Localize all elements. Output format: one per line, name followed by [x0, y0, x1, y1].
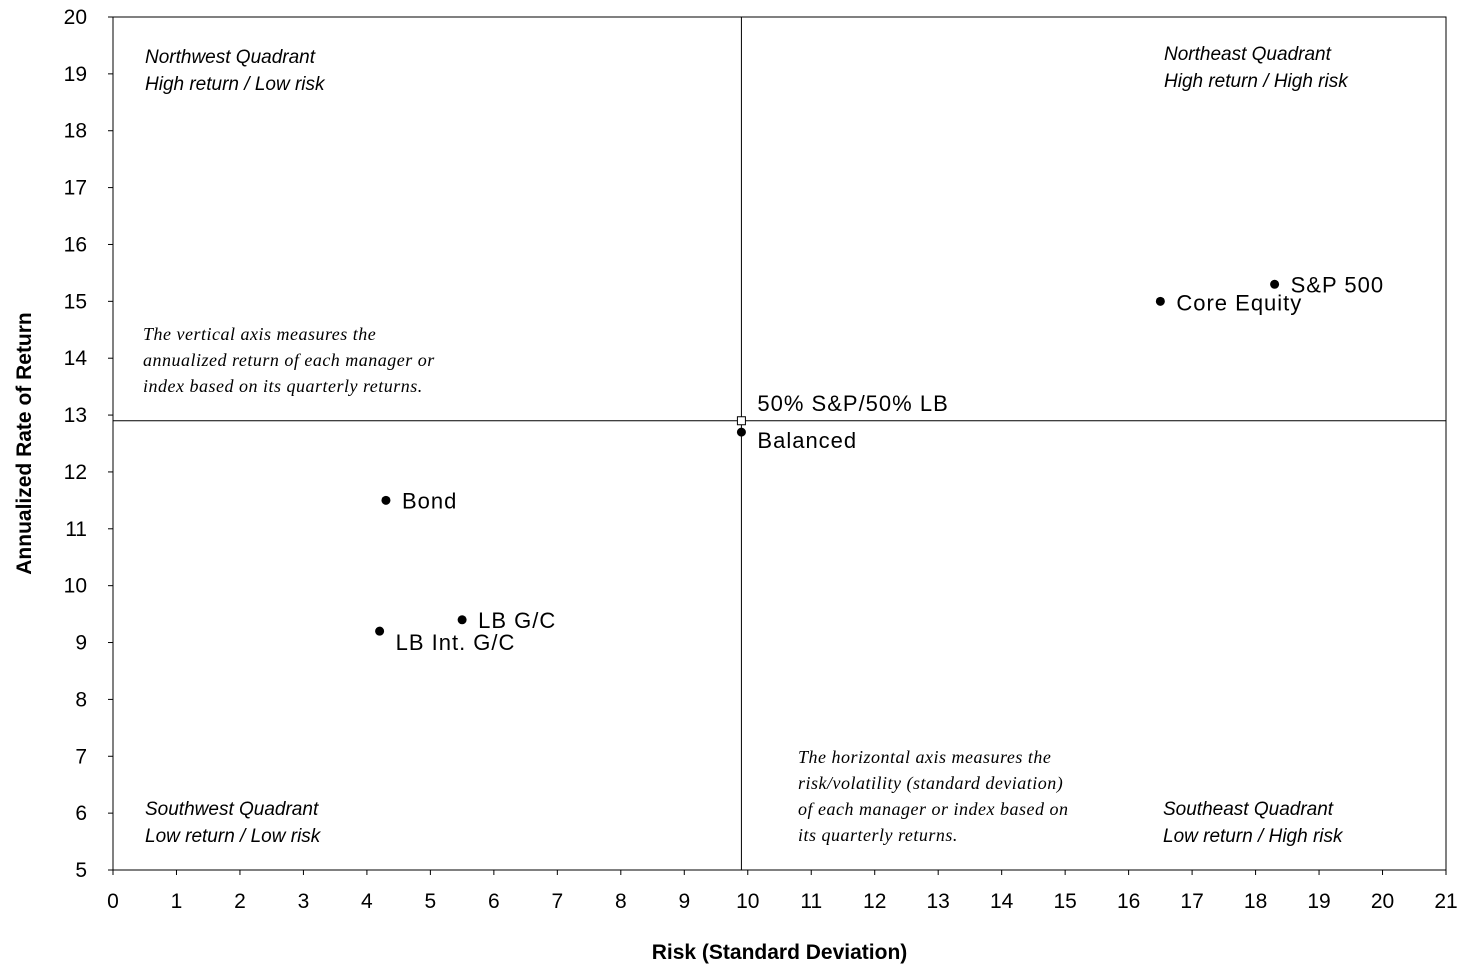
y-tick-label: 5: [75, 859, 87, 882]
horizontal-axis-note: of each manager or index based on: [798, 799, 1068, 819]
crosshair-lines: [113, 17, 1446, 870]
data-point-marker: [1155, 296, 1165, 306]
data-point-label: LB Int. G/C: [396, 630, 516, 655]
horizontal-axis-note: its quarterly returns.: [798, 825, 958, 845]
quadrant-label-northeast: Northeast Quadrant: [1164, 44, 1332, 65]
axis-notes: The vertical axis measures the annualized…: [143, 324, 1068, 845]
data-point-marker: [736, 427, 746, 437]
x-tick-label: 11: [800, 890, 822, 913]
y-tick-label: 8: [75, 688, 87, 711]
x-tick-label: 2: [234, 890, 246, 913]
horizontal-axis-note: risk/volatility (standard deviation): [798, 773, 1063, 794]
quadrant-label-northwest: Northwest Quadrant: [145, 47, 316, 68]
quadrant-label-southeast: Low return / High risk: [1163, 826, 1344, 847]
y-tick-label: 17: [64, 177, 87, 200]
x-tick-label: 19: [1307, 890, 1330, 913]
y-axis-title: Annualized Rate of Return: [13, 312, 36, 575]
y-tick-label: 15: [64, 290, 87, 313]
x-tick-label: 17: [1180, 890, 1203, 913]
x-tick-label: 14: [990, 890, 1014, 913]
x-tick-label: 6: [488, 890, 500, 913]
x-tick-label: 7: [551, 890, 563, 913]
x-tick-label: 8: [615, 890, 627, 913]
quadrant-label-northwest: High return / Low risk: [145, 74, 326, 95]
data-point-marker: [381, 495, 391, 505]
x-tick-label: 5: [425, 890, 437, 913]
quadrant-labels: Northwest Quadrant High return / Low risk…: [145, 44, 1349, 847]
x-tick-label: 15: [1053, 890, 1076, 913]
quadrant-label-southeast: Southeast Quadrant: [1163, 799, 1334, 820]
x-tick-label: 10: [736, 890, 759, 913]
x-tick-label: 12: [863, 890, 886, 913]
y-tick-label: 11: [65, 518, 87, 541]
x-tick-label: 21: [1434, 890, 1457, 913]
x-tick-label: 18: [1244, 890, 1267, 913]
y-tick-label: 7: [75, 745, 87, 768]
data-point-marker: [457, 615, 467, 625]
y-tick-label: 10: [64, 575, 87, 598]
y-tick-label: 16: [64, 233, 87, 256]
y-tick-label: 19: [64, 63, 87, 86]
vertical-axis-note: index based on its quarterly returns.: [143, 376, 423, 396]
y-tick-label: 12: [64, 461, 87, 484]
y-tick-label: 14: [64, 347, 88, 370]
y-tick-label: 18: [64, 120, 87, 143]
vertical-axis-note: The vertical axis measures the: [143, 324, 376, 344]
data-point-label: Core Equity: [1176, 290, 1302, 315]
data-point-label: 50% S&P/50% LB: [757, 391, 948, 416]
x-tick-label: 0: [107, 890, 119, 913]
quadrant-label-southwest: Southwest Quadrant: [145, 799, 319, 820]
data-point-label: S&P 500: [1291, 272, 1384, 297]
plot-frame: [112, 16, 1447, 871]
data-point-label: Bond: [402, 488, 457, 513]
vertical-axis-note: annualized return of each manager or: [143, 350, 435, 370]
x-tick-label: 16: [1117, 890, 1140, 913]
data-point-label: LB G/C: [478, 608, 556, 633]
data-point-label: Balanced: [757, 428, 857, 453]
x-axis-title: Risk (Standard Deviation): [652, 941, 908, 964]
y-tick-label: 6: [75, 802, 87, 825]
y-axis: 5 6 7 8 9 10 11 12 13 14 15 16 17 18 19 20: [64, 6, 113, 882]
x-tick-label: 13: [927, 890, 950, 913]
x-tick-label: 3: [298, 890, 310, 913]
data-point-marker: [1270, 279, 1280, 289]
horizontal-axis-note: The horizontal axis measures the: [798, 747, 1051, 767]
y-tick-label: 20: [64, 6, 87, 29]
x-axis: 0 1 2 3 4 5 6 7 8 9 10 11 12 13 14 15 16 17 18 19 20 21: [107, 870, 1458, 913]
x-tick-label: 1: [171, 890, 183, 913]
y-tick-label: 13: [64, 404, 87, 427]
quadrant-label-southwest: Low return / Low risk: [145, 826, 322, 847]
x-tick-label: 9: [678, 890, 690, 913]
x-tick-label: 20: [1371, 890, 1394, 913]
plot-border: [112, 16, 1447, 871]
x-tick-label: 4: [361, 890, 373, 913]
quadrant-label-northeast: High return / High risk: [1164, 71, 1349, 92]
y-tick-label: 9: [75, 632, 87, 655]
data-point-marker: [736, 416, 746, 426]
data-point-marker: [375, 626, 385, 636]
